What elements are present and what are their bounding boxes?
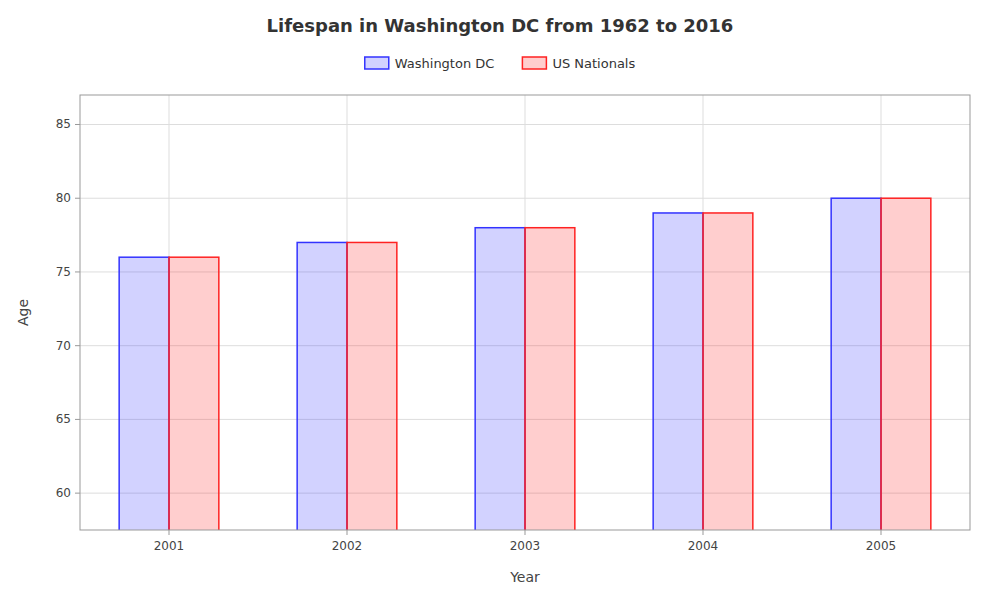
legend-swatch <box>365 57 389 69</box>
chart-container: 60 65 70 75 80 85 2001 2002 2003 2004 2005 Year Age L… <box>0 0 1000 600</box>
bar <box>525 228 575 530</box>
y-tick <box>75 419 80 420</box>
x-tick-label: 2005 <box>866 539 897 553</box>
legend-label: US Nationals <box>552 56 635 71</box>
legend-swatch <box>522 57 546 69</box>
y-tick-label: 70 <box>56 339 71 353</box>
plot-frame <box>80 95 970 530</box>
bar <box>831 198 881 530</box>
y-axis-label: Age <box>15 299 31 326</box>
y-tick-label: 60 <box>56 486 71 500</box>
legend-item: US Nationals <box>522 56 635 71</box>
chart-svg: 60 65 70 75 80 85 2001 2002 2003 2004 2005 Year Age L… <box>0 0 1000 600</box>
x-tick-label: 2001 <box>154 539 185 553</box>
y-tick <box>75 198 80 199</box>
bar <box>475 228 525 530</box>
x-tick <box>881 530 882 535</box>
legend-item: Washington DC <box>365 56 495 71</box>
x-tick <box>347 530 348 535</box>
x-tick-label: 2002 <box>332 539 363 553</box>
y-tick-label: 80 <box>56 191 71 205</box>
legend-label: Washington DC <box>395 56 495 71</box>
bar <box>881 198 931 530</box>
y-tick <box>75 493 80 494</box>
axes: 60 65 70 75 80 85 2001 2002 2003 2004 2005 <box>56 117 897 553</box>
x-tick-label: 2004 <box>688 539 719 553</box>
y-tick-label: 65 <box>56 412 71 426</box>
bar <box>347 242 397 530</box>
bars <box>119 198 931 530</box>
y-tick-label: 75 <box>56 265 71 279</box>
bar <box>653 213 703 530</box>
bar <box>169 257 219 530</box>
x-tick <box>169 530 170 535</box>
x-tick <box>525 530 526 535</box>
x-axis-label: Year <box>509 569 540 585</box>
y-tick <box>75 271 80 272</box>
x-tick <box>703 530 704 535</box>
y-tick-label: 85 <box>56 117 71 131</box>
y-tick <box>75 124 80 125</box>
y-tick <box>75 345 80 346</box>
legend: Washington DC US Nationals <box>365 56 636 71</box>
x-tick-label: 2003 <box>510 539 541 553</box>
bar <box>703 213 753 530</box>
bar <box>297 242 347 530</box>
bar <box>119 257 169 530</box>
title: Lifespan in Washington DC from 1962 to 2… <box>267 15 734 36</box>
